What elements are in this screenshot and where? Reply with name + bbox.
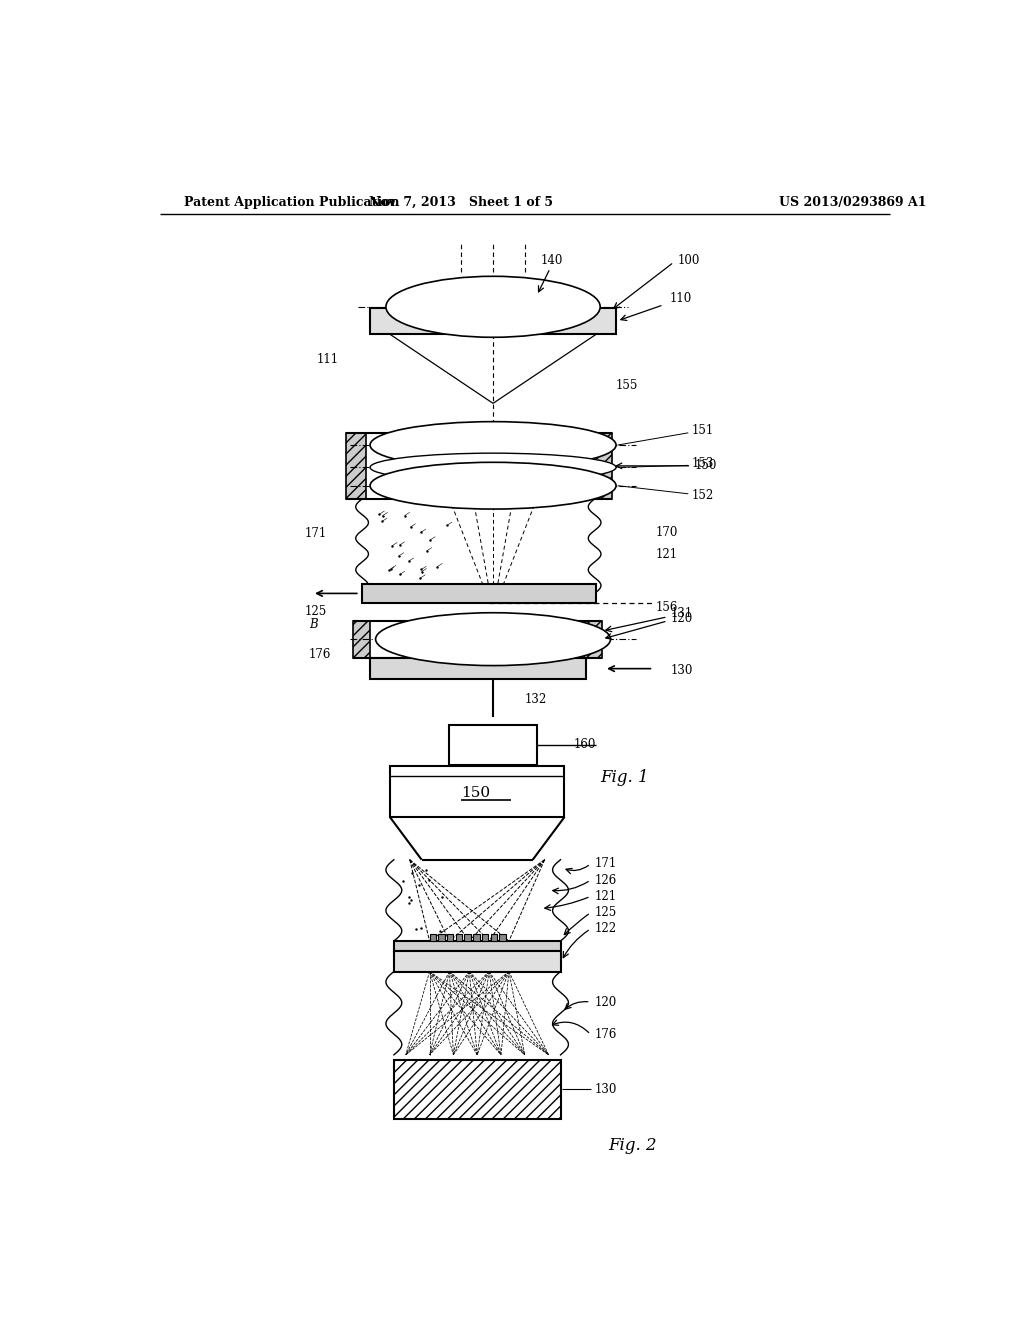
Text: 140: 140 (541, 253, 563, 267)
FancyBboxPatch shape (447, 935, 454, 941)
Text: 176: 176 (595, 1028, 617, 1041)
Text: 125: 125 (595, 906, 616, 919)
Text: Patent Application Publication: Patent Application Publication (183, 195, 399, 209)
FancyBboxPatch shape (394, 941, 560, 952)
Text: 110: 110 (670, 292, 691, 305)
Text: 122: 122 (595, 923, 616, 936)
FancyBboxPatch shape (394, 952, 560, 972)
Text: 131: 131 (671, 607, 693, 620)
Ellipse shape (370, 453, 616, 482)
Text: 160: 160 (574, 738, 596, 751)
FancyBboxPatch shape (370, 659, 586, 678)
Text: 152: 152 (691, 490, 714, 503)
Text: 150: 150 (694, 459, 717, 473)
Text: 155: 155 (616, 379, 638, 392)
FancyBboxPatch shape (438, 935, 444, 941)
Ellipse shape (386, 276, 600, 338)
FancyBboxPatch shape (592, 433, 612, 499)
Text: 130: 130 (595, 1082, 617, 1096)
FancyBboxPatch shape (346, 433, 367, 499)
FancyBboxPatch shape (450, 725, 537, 766)
FancyBboxPatch shape (370, 308, 616, 334)
Text: Nov. 7, 2013   Sheet 1 of 5: Nov. 7, 2013 Sheet 1 of 5 (370, 195, 553, 209)
Text: B: B (309, 619, 317, 631)
FancyBboxPatch shape (390, 766, 564, 817)
FancyBboxPatch shape (394, 1060, 560, 1119)
Text: 130: 130 (671, 664, 693, 677)
Text: US 2013/0293869 A1: US 2013/0293869 A1 (778, 195, 927, 209)
FancyBboxPatch shape (473, 935, 479, 941)
Text: 170: 170 (655, 527, 678, 540)
FancyBboxPatch shape (500, 935, 506, 941)
FancyBboxPatch shape (482, 935, 488, 941)
Text: 171: 171 (304, 528, 327, 540)
Text: 120: 120 (671, 612, 693, 626)
Text: Fig. 2: Fig. 2 (608, 1137, 656, 1154)
Text: 120: 120 (595, 995, 616, 1008)
Text: 176: 176 (309, 648, 332, 661)
FancyBboxPatch shape (456, 935, 462, 941)
Text: 111: 111 (316, 354, 339, 366)
Text: 121: 121 (595, 890, 616, 903)
Text: 171: 171 (595, 857, 616, 870)
FancyBboxPatch shape (465, 935, 471, 941)
Text: 153: 153 (691, 457, 714, 470)
FancyBboxPatch shape (490, 935, 497, 941)
Text: 100: 100 (677, 253, 699, 267)
Text: 126: 126 (595, 874, 616, 887)
Ellipse shape (370, 462, 616, 510)
Text: 132: 132 (524, 693, 547, 706)
Text: Fig. 1: Fig. 1 (600, 768, 649, 785)
Text: 156: 156 (655, 601, 678, 614)
Text: 151: 151 (691, 424, 714, 437)
Text: 121: 121 (655, 548, 678, 561)
Ellipse shape (376, 612, 610, 665)
FancyBboxPatch shape (352, 620, 370, 659)
FancyBboxPatch shape (585, 620, 602, 659)
Text: 125: 125 (304, 605, 327, 618)
FancyBboxPatch shape (430, 935, 436, 941)
FancyBboxPatch shape (362, 585, 596, 602)
Ellipse shape (370, 421, 616, 469)
Text: 150: 150 (461, 785, 490, 800)
